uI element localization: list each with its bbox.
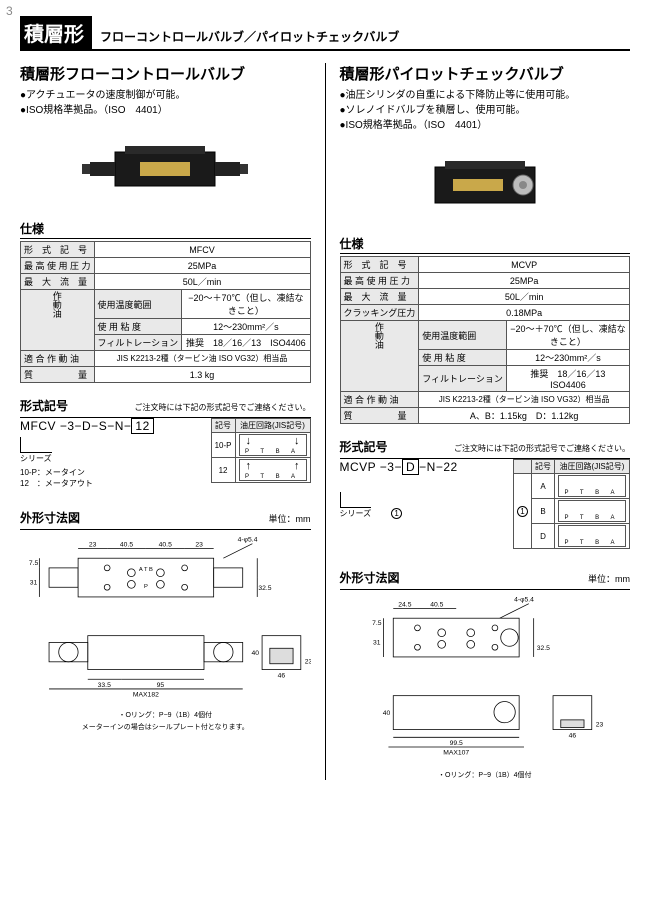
bullet: 油圧シリンダの自重による下降防止等に使用可能。 [340, 88, 631, 103]
bullet: ISO規格準拠品。（ISO 4401） [20, 103, 311, 118]
series-label: シリーズ [340, 507, 372, 519]
bullet: ISO規格準拠品。（ISO 4401） [340, 118, 631, 133]
jis-table: 記号油圧回路(JIS記号) 10-P↓↓P T B A 12↑↑P T B A [211, 418, 311, 483]
dim-label: 外形寸法図 [340, 569, 400, 587]
left-column: 積層形フローコントロールバルブ アクチュエータの速度制御が可能。 ISO規格準拠… [20, 63, 311, 780]
svg-text:A T B: A T B [139, 567, 153, 573]
main-header: 積層形 フローコントロールバルブ／パイロットチェックバルブ [20, 8, 630, 51]
dim-unit: 単位：mm [588, 572, 630, 585]
svg-text:P: P [144, 584, 148, 590]
svg-text:23: 23 [195, 542, 203, 549]
svg-text:95: 95 [157, 682, 165, 689]
svg-text:MAX182: MAX182 [133, 692, 159, 699]
left-dim-diagram: 23 40.5 40.5 23 4-φ5.4 7.5 31 32.5 A T B… [20, 534, 311, 708]
dim-label: 外形寸法図 [20, 509, 80, 527]
svg-text:7.5: 7.5 [372, 620, 382, 627]
right-dim-diagram: 24.5 40.5 4-φ5.4 7.5 31 32.5 99.5 [340, 594, 631, 768]
bullet: アクチュエータの速度制御が可能。 [20, 88, 311, 103]
svg-text:40: 40 [382, 710, 390, 717]
schematic-icon: P T B A [558, 500, 626, 522]
bullet: ソレノイドバルブを積層し、使用可能。 [340, 103, 631, 118]
svg-text:7.5: 7.5 [29, 560, 39, 567]
foot-note: メーターインの場合はシールプレート付となります。 [20, 722, 311, 732]
spec-label: 仕様 [340, 235, 631, 254]
svg-text:31: 31 [30, 580, 38, 587]
svg-text:40.5: 40.5 [120, 542, 133, 549]
right-bullets: 油圧シリンダの自重による下降防止等に使用可能。 ソレノイドバルブを積層し、使用可… [340, 88, 631, 133]
svg-text:32.5: 32.5 [258, 585, 271, 592]
svg-text:46: 46 [278, 672, 286, 679]
schematic-icon: P T B A [558, 475, 626, 497]
svg-text:4-φ5.4: 4-φ5.4 [514, 597, 534, 604]
spec-val: MFCV [94, 242, 310, 258]
svg-text:40.5: 40.5 [159, 542, 172, 549]
svg-text:99.5: 99.5 [449, 740, 462, 747]
main-title: 積層形 [20, 16, 92, 49]
model-code: MFCV −3−D−S−N−12 [20, 418, 203, 434]
model-label: 形式記号 [340, 438, 388, 456]
model-label: 形式記号 [20, 397, 68, 415]
svg-text:32.5: 32.5 [536, 645, 549, 652]
schematic-icon: ↑↑P T B A [239, 459, 307, 481]
spec-key: 形 式 記 号 [21, 242, 95, 258]
page-number: 3 [6, 4, 13, 18]
svg-text:31: 31 [373, 639, 381, 646]
main-subtitle: フローコントロールバルブ／パイロットチェックバルブ [100, 28, 399, 45]
svg-text:23: 23 [305, 659, 311, 666]
svg-text:40: 40 [252, 650, 260, 657]
dim-unit: 単位：mm [269, 512, 311, 525]
svg-text:24.5: 24.5 [398, 602, 411, 609]
left-spec-table: 形 式 記 号MFCV 最 高 使 用 圧 力25MPa 最 大 流 量50L／… [20, 241, 311, 383]
variant-list: 10-P：メータイン 12 ：メータアウト [20, 468, 203, 489]
series-label: シリーズ [20, 452, 52, 464]
svg-text:23: 23 [595, 722, 603, 729]
column-divider [325, 63, 326, 780]
spec-label: 仕様 [20, 220, 311, 239]
jis-table: 記号油圧回路(JIS記号) 1AP T B A BP T B A DP T B … [513, 459, 630, 549]
schematic-icon: ↓↓P T B A [239, 434, 307, 456]
svg-text:23: 23 [89, 542, 97, 549]
order-note: ご注文時には下記の形式記号でご連絡ください。 [454, 443, 630, 454]
svg-text:4-φ5.4: 4-φ5.4 [238, 537, 258, 544]
marker-icon: 1 [391, 508, 402, 519]
svg-text:33.5: 33.5 [98, 682, 111, 689]
svg-text:46: 46 [568, 732, 576, 739]
foot-note: ・Oリング：P−9（1B）4個付 [340, 770, 631, 780]
svg-text:MAX107: MAX107 [443, 750, 469, 757]
right-title: 積層形パイロットチェックバルブ [340, 63, 631, 84]
right-column: 積層形パイロットチェックバルブ 油圧シリンダの自重による下降防止等に使用可能。 … [340, 63, 631, 780]
left-product-image [20, 124, 311, 214]
order-note: ご注文時には下記の形式記号でご連絡ください。 [135, 402, 311, 413]
schematic-icon: P T B A [558, 525, 626, 547]
right-product-image [340, 139, 631, 229]
svg-text:40.5: 40.5 [430, 602, 443, 609]
left-title: 積層形フローコントロールバルブ [20, 63, 311, 84]
right-spec-table: 形 式 記 号MCVP 最 高 使 用 圧 力25MPa 最 大 流 量50L／… [340, 256, 631, 424]
left-bullets: アクチュエータの速度制御が可能。 ISO規格準拠品。（ISO 4401） [20, 88, 311, 118]
model-code: MCVP −3−D−N−22 [340, 459, 506, 475]
foot-note: ・Oリング：P−9（1B）4個付 [20, 710, 311, 720]
